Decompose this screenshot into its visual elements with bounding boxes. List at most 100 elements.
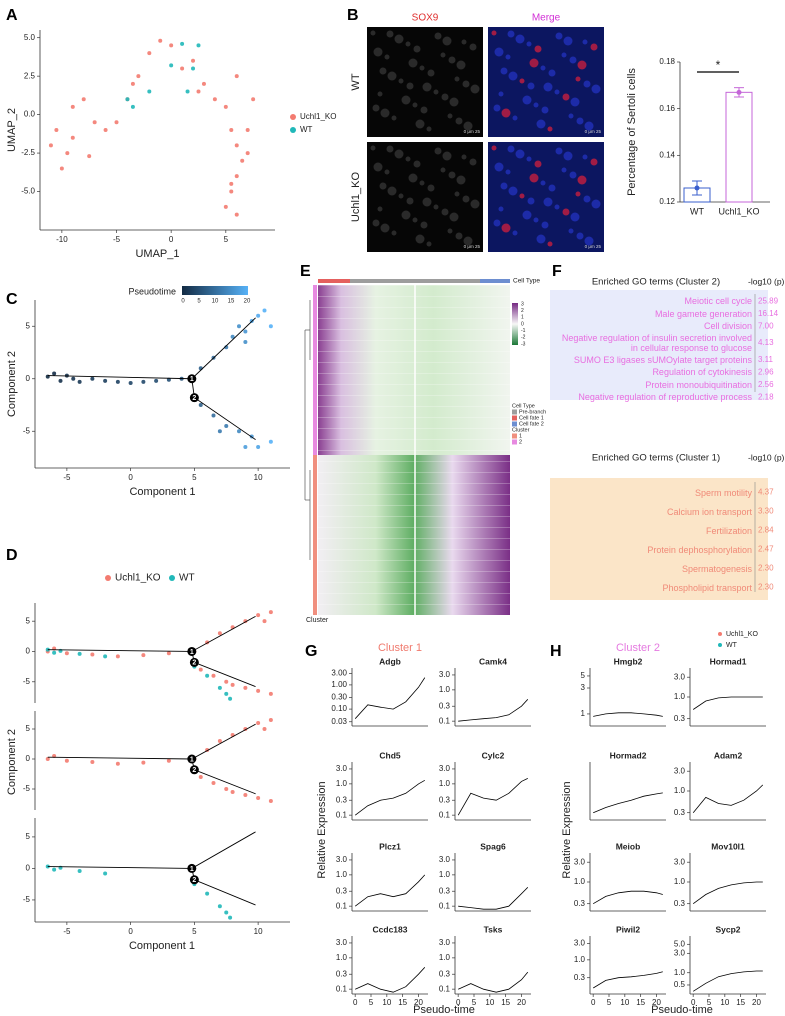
cell bbox=[522, 210, 532, 220]
cell bbox=[420, 106, 428, 114]
cell bbox=[394, 34, 404, 44]
point bbox=[103, 654, 108, 659]
cell-type-bar bbox=[318, 279, 350, 283]
y-tick-label: 3.0 bbox=[439, 855, 451, 864]
go-value-title: -log10 (p) bbox=[748, 452, 785, 462]
cell bbox=[494, 162, 504, 172]
x-tick-label: 5 bbox=[707, 998, 712, 1007]
point bbox=[262, 308, 267, 313]
cell bbox=[527, 197, 535, 205]
point bbox=[256, 796, 261, 800]
y-tick-label: 0.1 bbox=[439, 810, 451, 819]
x-tick-label: 15 bbox=[736, 998, 745, 1007]
y-tick-label: 0.3 bbox=[439, 701, 451, 710]
cell bbox=[463, 121, 473, 131]
row-annotation: Cluster bbox=[306, 617, 329, 624]
cell bbox=[462, 80, 470, 88]
y-tick-label: -2.5 bbox=[21, 148, 35, 157]
go-term: Calcium ion transport bbox=[666, 506, 752, 517]
x-axis-label: Pseudo-time bbox=[413, 1004, 475, 1016]
point bbox=[87, 154, 92, 159]
go-value: 2.96 bbox=[758, 367, 774, 376]
cell bbox=[554, 204, 560, 210]
colorbar-tick-label: 0 bbox=[521, 321, 524, 327]
point bbox=[223, 104, 228, 109]
x-tick-label: 0 bbox=[169, 235, 174, 244]
legend-label: WT bbox=[179, 573, 195, 584]
gene-title: Ccdc183 bbox=[373, 924, 408, 934]
cell bbox=[505, 54, 511, 60]
y-tick-label: 5.0 bbox=[674, 939, 686, 948]
cell bbox=[543, 197, 553, 207]
annotation-title: Cell Type bbox=[513, 278, 540, 285]
cell bbox=[536, 234, 546, 244]
point bbox=[64, 758, 69, 763]
point bbox=[136, 74, 141, 79]
cell bbox=[433, 89, 439, 95]
cell bbox=[419, 65, 425, 71]
heatmap-row bbox=[318, 450, 510, 451]
point bbox=[234, 74, 239, 79]
cell bbox=[456, 175, 466, 185]
cell bbox=[406, 197, 414, 205]
y-tick-label: 0.3 bbox=[674, 899, 686, 908]
point bbox=[147, 51, 152, 56]
cell-type-bar bbox=[350, 279, 415, 283]
cell bbox=[515, 149, 525, 159]
branch-label: 2 bbox=[192, 395, 196, 402]
branch-label: 1 bbox=[190, 866, 194, 873]
gene-title: Sycp2 bbox=[715, 924, 740, 934]
go-term: Negative regulation of reproductive proc… bbox=[578, 392, 752, 403]
point bbox=[245, 151, 250, 156]
fit-curve bbox=[355, 967, 426, 993]
significance: * bbox=[716, 58, 721, 72]
cell bbox=[584, 236, 594, 246]
gene-title: Spag6 bbox=[480, 841, 506, 851]
legend-label: Cell fate 1 bbox=[519, 415, 544, 421]
point bbox=[166, 758, 171, 763]
gene-title: Adgb bbox=[379, 656, 401, 666]
x-axis-label: Pseudo-time bbox=[651, 1004, 713, 1016]
x-tick-label: 20 bbox=[752, 998, 761, 1007]
row-label: Uchl1_KO bbox=[350, 171, 362, 222]
heatmap-row bbox=[318, 483, 510, 484]
fit-curve bbox=[458, 699, 529, 722]
colorbar-tick-label: 3 bbox=[521, 301, 524, 307]
cell bbox=[447, 228, 453, 234]
fit-curve bbox=[354, 874, 426, 907]
go-term-box: SUMO E3 ligases sUMOylate target protein… bbox=[574, 355, 752, 365]
cell bbox=[519, 193, 525, 199]
colorbar-tick-label: 5 bbox=[197, 299, 201, 305]
cell bbox=[427, 69, 435, 77]
cell bbox=[454, 76, 460, 82]
colorbar-tick-label: 0 bbox=[181, 299, 185, 305]
x-tick-label: Uchl1_KO bbox=[718, 206, 759, 216]
fit-curve bbox=[458, 887, 529, 910]
go-box bbox=[550, 478, 768, 600]
cell bbox=[555, 32, 563, 40]
go-term: Male gamete generation bbox=[654, 308, 752, 319]
heatmap-row bbox=[318, 340, 510, 341]
y-tick-label: 0 bbox=[26, 864, 31, 873]
cell bbox=[536, 119, 546, 129]
point bbox=[243, 329, 248, 334]
point bbox=[228, 915, 233, 920]
heatmap-row bbox=[318, 285, 510, 286]
cell bbox=[500, 67, 508, 75]
heatmap-row bbox=[318, 494, 510, 495]
y-tick-label: 0.3 bbox=[336, 795, 348, 804]
heatmap-row bbox=[318, 582, 510, 583]
heatmap-row bbox=[318, 428, 510, 429]
branch-label: 2 bbox=[192, 660, 196, 667]
point bbox=[217, 685, 222, 690]
legend-label: WT bbox=[726, 642, 738, 649]
point bbox=[196, 89, 201, 94]
point bbox=[234, 143, 239, 148]
fit-curve bbox=[593, 792, 663, 814]
point bbox=[230, 334, 235, 339]
go-value: 2.30 bbox=[758, 564, 774, 573]
go-term: Spermatogenesis bbox=[681, 563, 752, 574]
y-tick-label: 3.00 bbox=[331, 668, 347, 677]
y-axis-label: Component 2 bbox=[6, 729, 18, 795]
go-term: Protein dephosphorylation bbox=[647, 544, 752, 555]
